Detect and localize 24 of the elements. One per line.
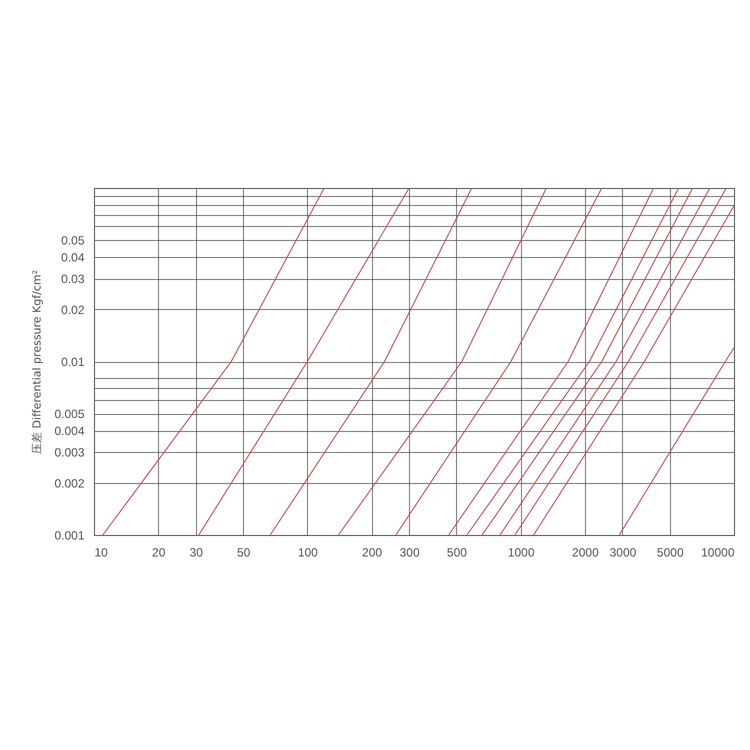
y-tick-label: 0.001 — [54, 528, 85, 542]
y-tick-label: 0.005 — [54, 407, 85, 422]
x-tick-label: 200 — [362, 546, 382, 560]
x-tick-label: 100 — [298, 546, 318, 560]
x-tick-label: 2000 — [572, 546, 600, 560]
x-tick-label: 20 — [152, 546, 166, 560]
x-tick-label: 300 — [400, 546, 420, 560]
x-tick-label: 10 — [94, 546, 108, 560]
y-tick-label: 0.03 — [61, 272, 85, 286]
x-tick-label: 1000 — [508, 546, 535, 560]
x-tick-label: 30 — [190, 546, 204, 560]
y-tick-label: 0.02 — [61, 302, 85, 317]
y-tick-label: 0.01 — [61, 355, 85, 369]
y-tick-label: 0.004 — [54, 424, 85, 438]
x-tick-label: 5000 — [656, 546, 684, 560]
y-tick-label: 0.04 — [61, 250, 85, 265]
x-tick-label: 3000 — [610, 546, 637, 560]
x-tick-label: 10000 — [701, 546, 735, 560]
x-tick-label: 500 — [446, 546, 468, 560]
x-tick-label: 50 — [236, 546, 251, 560]
y-tick-label: 0.05 — [61, 234, 85, 248]
y-axis-title: 压差 Differential pressure Kgf/cm² — [30, 270, 44, 454]
y-tick-label: 0.002 — [54, 476, 85, 490]
y-tick-label: 0.003 — [54, 446, 85, 460]
